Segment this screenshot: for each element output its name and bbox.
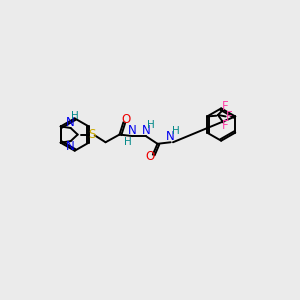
Text: N: N [142, 124, 150, 137]
Text: F: F [222, 100, 229, 113]
Text: H: H [147, 120, 155, 130]
Text: H: H [71, 112, 78, 122]
Text: F: F [222, 119, 229, 132]
Text: N: N [166, 130, 175, 143]
Text: H: H [172, 127, 180, 136]
Text: F: F [226, 110, 233, 123]
Text: S: S [88, 128, 95, 141]
Text: O: O [145, 150, 154, 164]
Text: N: N [128, 124, 137, 137]
Text: N: N [66, 116, 75, 129]
Text: H: H [124, 137, 132, 147]
Text: O: O [122, 113, 131, 126]
Text: N: N [66, 140, 75, 153]
